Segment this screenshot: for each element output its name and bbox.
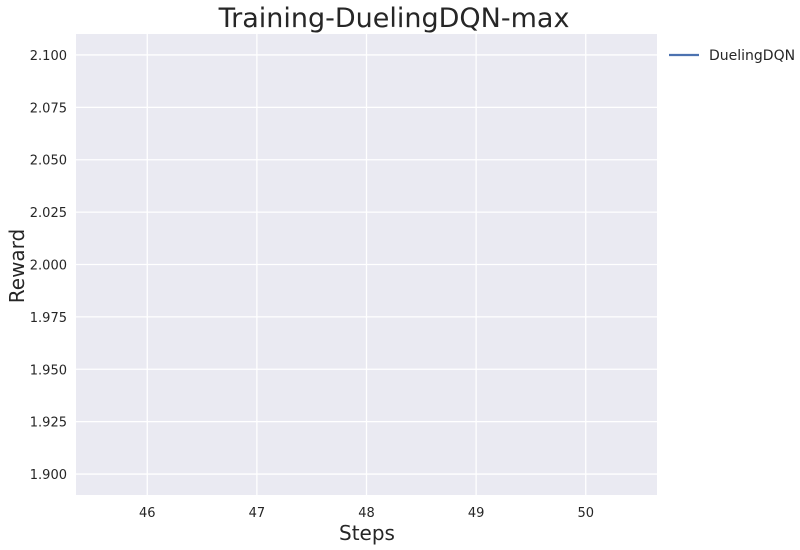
y-tick-label: 1.925 [30,416,67,431]
y-axis-label: Reward [5,229,29,303]
x-tick-label: 49 [468,506,485,521]
legend-label-dueling-dqn: DuelingDQN [709,48,795,64]
y-tick-label: 2.100 [30,49,67,64]
y-tick-labels: 1.900 1.925 1.950 1.975 2.000 2.025 2.050 2.075… [30,49,67,483]
y-tick-label: 1.975 [30,311,67,326]
y-tick-label: 2.050 [30,154,67,169]
chart-title: Training-DuelingDQN-max [218,3,570,34]
x-tick-label: 50 [577,506,594,521]
y-tick-label: 2.025 [30,206,67,221]
x-tick-labels: 46 47 48 49 50 [139,506,594,521]
x-tick-label: 46 [139,506,156,521]
y-tick-label: 1.950 [30,363,67,378]
x-axis-label: Steps [339,521,395,545]
x-grid [146,34,587,495]
x-tick-label: 47 [249,506,266,521]
y-tick-label: 2.000 [30,259,67,274]
y-tick-label: 2.075 [30,101,67,116]
x-tick-label: 48 [358,506,375,521]
y-tick-label: 1.900 [30,468,67,483]
legend: DuelingDQN [669,48,795,64]
